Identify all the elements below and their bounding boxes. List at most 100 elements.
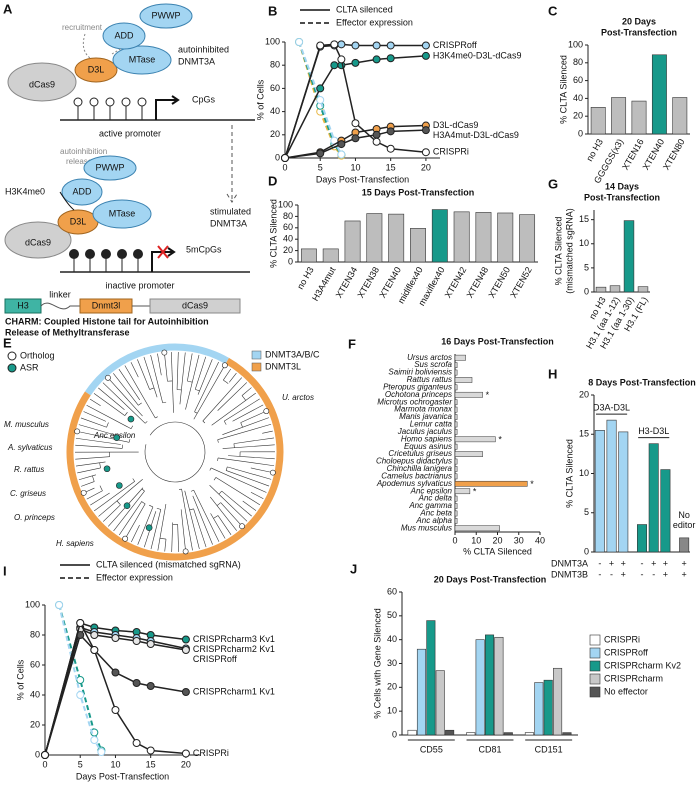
data-point [337,40,346,49]
ortholog-node [221,362,228,369]
bar [454,436,496,443]
legend-swatch [589,660,601,672]
y-tick-label: 5 [584,262,589,272]
tree-branch [220,502,243,527]
y-axis-label: % Cells with Gene Silenced [372,608,382,719]
bar [679,537,690,553]
tree-branch [132,478,135,482]
tree-branch [164,539,167,552]
series-label: CRISPRoff [433,40,477,50]
tree-branch [141,501,146,505]
y-axis-label: % of Cells [255,79,265,120]
asr-node [103,465,111,473]
significance-marker: * [473,487,477,497]
tree-branch [180,509,186,552]
asr-node [127,415,135,423]
tree-branch [75,456,110,460]
group-label: No [678,510,690,520]
tree-branch [194,411,198,414]
data-point [76,691,85,699]
tree-branch [116,500,121,506]
tree-branch [93,393,125,416]
mtase-shape [112,45,172,75]
y-tick-label: 100 [568,39,583,49]
series-line [44,627,187,756]
tree-branch [113,490,145,532]
x-tick-label: 5 [78,759,83,769]
dcas9-block [149,298,241,314]
ortholog-node [263,408,270,415]
y-tick-label: Anc delta [418,494,453,503]
bar [651,54,667,135]
panel-letter: J [350,561,357,576]
tree-branch [242,500,257,511]
bar [475,639,485,736]
significance-marker: * [486,390,490,400]
data-point [372,130,381,139]
bar [454,518,458,524]
data-point [132,679,141,687]
bar [672,97,688,135]
bar [454,377,473,383]
bar [366,213,383,263]
tree-branch [184,490,200,550]
y-tick-label: Lemur catta [410,420,453,429]
legend-swatch [251,350,262,360]
tree-branch [250,491,264,500]
series-label: H3A4mut-D3L-dCas9 [433,130,519,140]
annotation: active promoter [99,128,161,138]
tree-branch [75,461,106,467]
bar [618,431,629,553]
asr-node [113,434,121,441]
tree-branch [194,361,219,412]
tree-branch [221,490,252,517]
data-point [55,601,64,609]
series-label: CRISPRi [433,147,469,157]
tree-branch [217,457,275,467]
tree-branch [240,422,243,428]
annotation: 5mCpGs [186,244,222,254]
data-point [316,84,325,93]
tree-branch [211,392,256,426]
tree-branch [189,508,194,511]
y-tick-label: Sus scrofa [414,360,452,369]
row-value: + [682,558,687,568]
y-tick-label: Choloepus didactylus [376,457,452,466]
data-point [337,150,346,159]
tree-branch [98,387,125,410]
tree-branch [99,462,101,469]
tree-branch [240,410,267,423]
asr-node [145,524,153,532]
species-label: A. sylvaticus [7,443,52,452]
tree-branch [144,421,148,424]
tree-branch [225,466,228,471]
data-point [90,631,99,639]
y-tick-label: Apodemus sylvaticus [376,479,452,488]
y-tick-label: 60 [30,659,40,669]
bar [454,525,500,532]
panel-f: F 16 Days Post-Transfection 0 10 20 30 40% CLT… [348,336,554,556]
tree-branch [176,352,179,390]
species-label: C. griseus [10,489,46,498]
data-point [372,55,381,64]
tree-branch [187,353,193,382]
y-tick-label: 100 [278,199,293,209]
tree-branch [118,369,141,401]
annotation: recruitment [62,23,103,32]
ortholog-node [80,489,87,496]
tree-branch [94,481,135,512]
label: dCas9 [182,300,208,310]
tree-branch [222,444,275,449]
bar [503,732,513,736]
tree-branch [157,353,162,376]
row-value: + [621,558,626,568]
row-value: - [641,558,644,568]
y-tick-label: Chinchilla lanigera [387,464,453,473]
tree-branch [187,380,193,383]
chart-title: Post-Transfection [584,192,660,202]
tree-branch [223,379,229,384]
bar [454,384,458,391]
panel-h: H 8 Days Post-Transfection 0 5 10 15 20 % CLTA … [548,366,696,579]
y-tick-label: Microtus ochrogaster [377,397,452,406]
y-tick-label: 30 [387,658,397,668]
